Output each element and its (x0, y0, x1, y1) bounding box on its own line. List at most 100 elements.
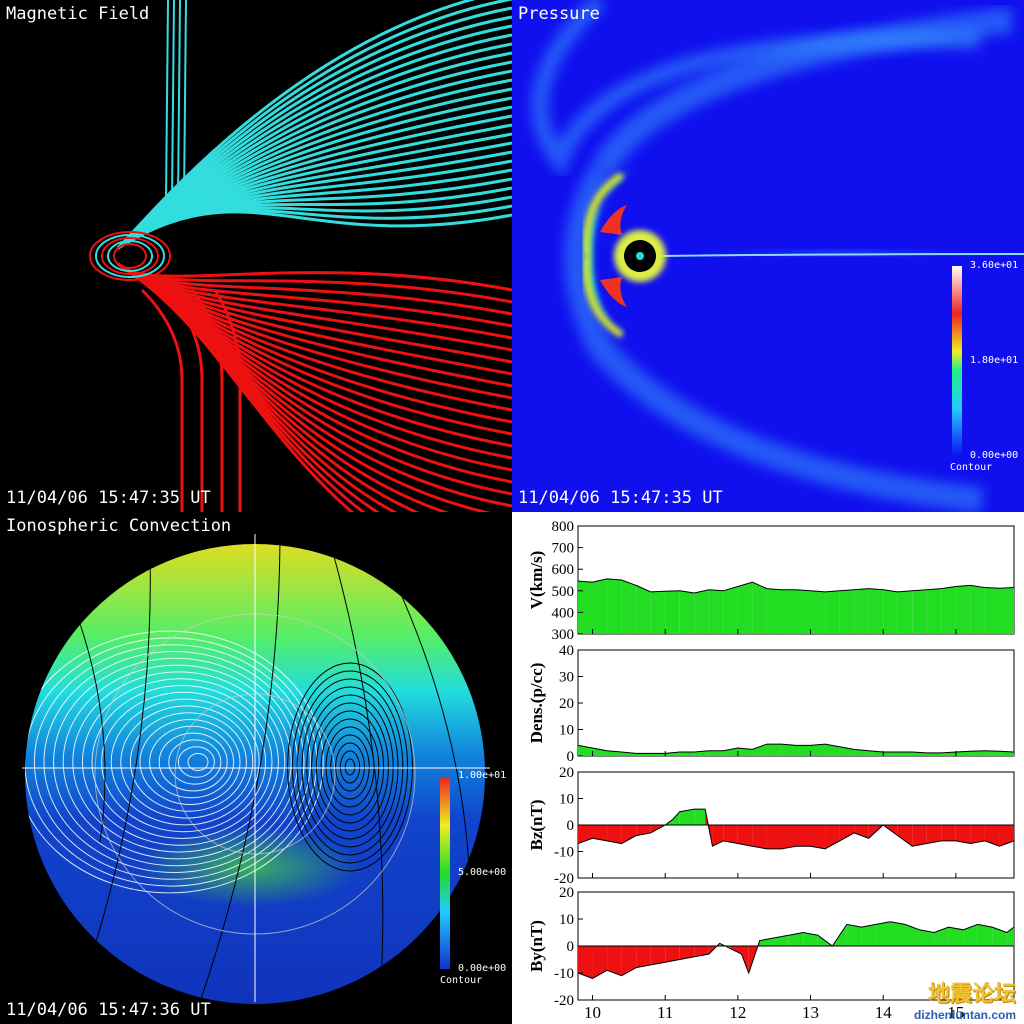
area-segment (905, 924, 920, 946)
potential-contour (344, 758, 356, 776)
colorbar-min-label: 0.00e+00 (458, 963, 507, 974)
area-segment (963, 924, 978, 946)
area-segment (803, 932, 818, 946)
field-loop (101, 237, 159, 275)
area-segment (912, 589, 927, 634)
area-segment (607, 578, 622, 634)
area-segment (854, 825, 869, 839)
area-segment (984, 750, 1000, 756)
colorbar-max-label: 3.60e+01 (970, 260, 1019, 271)
area-segment (919, 929, 935, 946)
area-segment (650, 946, 666, 965)
potential-contour (110, 698, 260, 826)
area-segment (970, 750, 985, 756)
area-segment (621, 825, 637, 844)
area-segment (839, 825, 855, 841)
pressure-panel: Pressure 3.60e+01 1.80e+01 0.00e+00 Cont… (512, 0, 1024, 512)
y-tick-label: -20 (554, 871, 574, 887)
potential-contour (315, 710, 385, 824)
potential-contour (335, 742, 365, 792)
field-loop (89, 231, 171, 281)
area-segment (741, 946, 749, 973)
potential-contour (199, 544, 281, 1003)
area-segment (846, 924, 862, 946)
series-line (577, 808, 1015, 850)
panel-title: Magnetic Field (6, 4, 150, 24)
x-tick-label: 14 (875, 1003, 893, 1022)
area-segment (737, 748, 753, 756)
area-segment (592, 748, 608, 756)
area-segment (1006, 927, 1014, 946)
series-line (577, 743, 1015, 754)
y-tick-label: 20 (559, 885, 574, 901)
area-segment (636, 753, 651, 756)
area-segment (796, 825, 811, 847)
y-tick-label: -10 (554, 845, 574, 861)
field-line (117, 262, 355, 512)
plot-frame (577, 649, 1015, 757)
area-segment (766, 588, 782, 634)
potential-contour (301, 686, 399, 848)
colorbar-label: Contour (440, 975, 483, 986)
colorbar-label: Contour (950, 462, 993, 473)
area-segment (607, 825, 622, 844)
field-line (177, 0, 181, 201)
area-segment (897, 590, 913, 634)
area-segment (810, 590, 826, 634)
area-segment (774, 935, 789, 946)
area-segment (592, 825, 608, 841)
ionospheric-convection-panel: Ionospheric Convection 1.00e+01 5.00e+00… (0, 512, 512, 1024)
watermark: 地震论坛 dizhenluntan.com (914, 976, 1016, 1022)
area-segment (636, 825, 651, 836)
potential-contour (91, 685, 273, 839)
field-lines-plot (89, 0, 512, 512)
field-line (165, 0, 169, 201)
area-segment (578, 745, 593, 756)
area-segment (578, 825, 593, 844)
y-tick-label: 0 (567, 818, 575, 834)
area-segment (723, 748, 738, 756)
watermark-url: dizhenluntan.com (914, 1008, 1016, 1022)
potential-contour (158, 732, 228, 792)
potential-contour (79, 551, 151, 993)
area-segment (752, 825, 767, 849)
area-segment (868, 588, 884, 634)
area-segment (636, 585, 651, 634)
potential-contour (187, 753, 209, 771)
area-segment (607, 946, 622, 976)
field-loop (107, 240, 153, 272)
potential-contour (33, 644, 311, 880)
colorbar-max-label: 1.00e+01 (458, 770, 507, 781)
panel-title: Ionospheric Convection (6, 516, 232, 536)
area-segment (766, 744, 782, 756)
panel-title: Pressure (518, 4, 600, 24)
x-tick-label: 12 (729, 1003, 746, 1022)
potential-contour (306, 694, 394, 840)
area-segment (723, 825, 738, 844)
y-axis-label: Bz(nT) (527, 800, 546, 851)
area-segment (955, 751, 971, 756)
potential-contour (177, 746, 215, 778)
area-segment (854, 588, 869, 634)
x-tick-label: 11 (657, 1003, 673, 1022)
area-segment (694, 809, 706, 825)
area-segment (578, 581, 593, 634)
area-segment (708, 589, 724, 634)
area-segment (948, 927, 964, 946)
area-segment (723, 586, 738, 634)
area-segment (752, 582, 767, 634)
area-segment (941, 586, 956, 634)
area-segment (890, 921, 905, 946)
x-tick-label: 15 (947, 1003, 964, 1022)
area-segment (621, 946, 637, 976)
area-segment (679, 590, 695, 634)
colorbar-mid-label: 5.00e+00 (458, 867, 507, 878)
potential-contour (81, 678, 279, 846)
solar-wind-timeseries-panel: 800 700 600 500 400 300 V(km/s) 40 30 20 10 0 Dens.(… (512, 512, 1024, 1024)
colorbar-mid-label: 1.80e+01 (970, 355, 1019, 366)
y-tick-label: 10 (559, 792, 574, 808)
area-segment (970, 825, 985, 844)
y-tick-label: 0 (567, 939, 575, 955)
timestamp: 11/04/06 15:47:35 UT (518, 488, 723, 508)
potential-contour (62, 664, 292, 860)
